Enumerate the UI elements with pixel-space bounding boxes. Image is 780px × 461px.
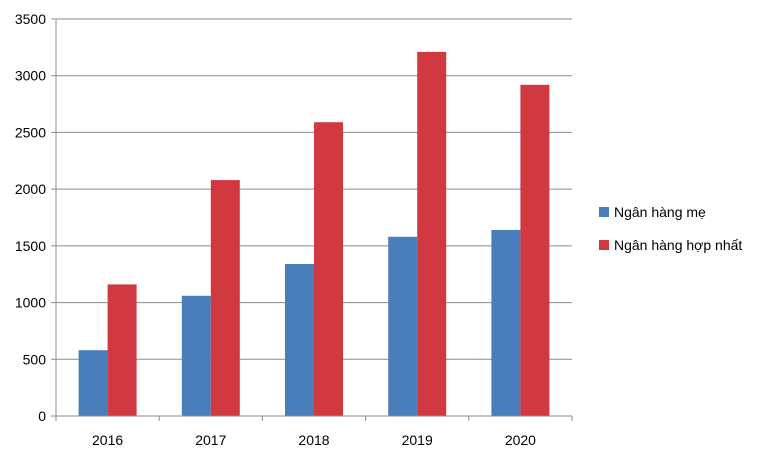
x-tick-label: 2018 <box>298 432 329 448</box>
y-tick-label: 1000 <box>15 295 46 311</box>
x-tick-label: 2020 <box>505 432 536 448</box>
bar-ngan-hang-me-2016 <box>78 350 108 416</box>
y-tick-label: 1500 <box>15 238 46 254</box>
x-axis-ticks: 2016 2017 2018 2019 2020 <box>55 416 573 448</box>
legend-label: Ngân hàng mẹ <box>614 204 706 220</box>
y-tick-label: 2000 <box>15 181 46 197</box>
y-tick-label: 2500 <box>15 124 46 140</box>
axes <box>55 19 572 417</box>
bar-ngan-hang-me-2020 <box>491 229 521 416</box>
y-tick-label: 3500 <box>15 11 46 27</box>
y-tick-label: 500 <box>23 351 47 367</box>
bar-ngan-hang-hop-nhat-2018 <box>314 122 343 416</box>
bars <box>78 51 550 416</box>
x-tick-label: 2016 <box>92 432 123 448</box>
legend-swatch <box>599 240 609 250</box>
bar-ngan-hang-hop-nhat-2019 <box>417 51 447 416</box>
bar-ngan-hang-me-2017 <box>181 295 211 416</box>
bar-ngan-hang-hop-nhat-2017 <box>210 180 240 416</box>
x-tick-label: 2017 <box>195 432 226 448</box>
legend-label: Ngân hàng hợp nhất <box>614 237 742 253</box>
bar-ngan-hang-hop-nhat-2016 <box>107 284 137 416</box>
x-tick-label: 2019 <box>402 432 433 448</box>
y-axis-ticks: 0 500 1000 1500 2000 2500 3000 3500 <box>15 11 56 424</box>
bar-ngan-hang-hop-nhat-2020 <box>520 84 550 416</box>
bar-ngan-hang-me-2018 <box>285 264 314 416</box>
legend: Ngân hàng mẹ Ngân hàng hợp nhất <box>599 204 742 253</box>
legend-swatch <box>599 207 609 217</box>
bar-ngan-hang-me-2019 <box>388 236 418 416</box>
y-tick-label: 0 <box>38 408 46 424</box>
y-tick-label: 3000 <box>15 68 46 84</box>
